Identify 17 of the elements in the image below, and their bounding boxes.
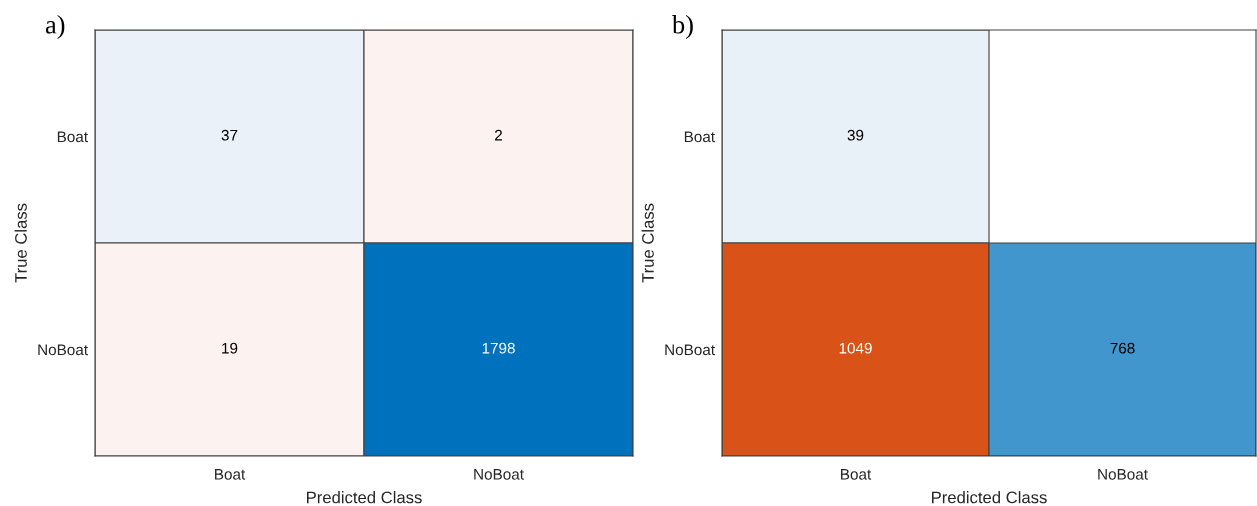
y-axis-title: True Class: [14, 203, 27, 283]
y-axis-title: True Class: [641, 203, 654, 283]
x-tick-label: NoBoat: [1098, 469, 1148, 480]
x-tick-label: NoBoat: [474, 469, 524, 480]
data-label: 2: [495, 129, 502, 141]
x-axis-title: Predicted Class: [307, 491, 422, 504]
chart-title: b): [672, 15, 693, 39]
data-label: 39: [847, 129, 864, 141]
x-axis-title: Predicted Class: [932, 491, 1047, 504]
data-label: 19: [222, 342, 238, 354]
x-tick-label: Boat: [841, 469, 872, 480]
chart-title: a): [45, 15, 65, 39]
data-label: 768: [1110, 342, 1135, 354]
data-label: 1049: [839, 342, 872, 354]
data-label: 37: [221, 129, 238, 141]
data-label: 1798: [482, 342, 515, 354]
x-tick-label: Boat: [215, 469, 246, 480]
